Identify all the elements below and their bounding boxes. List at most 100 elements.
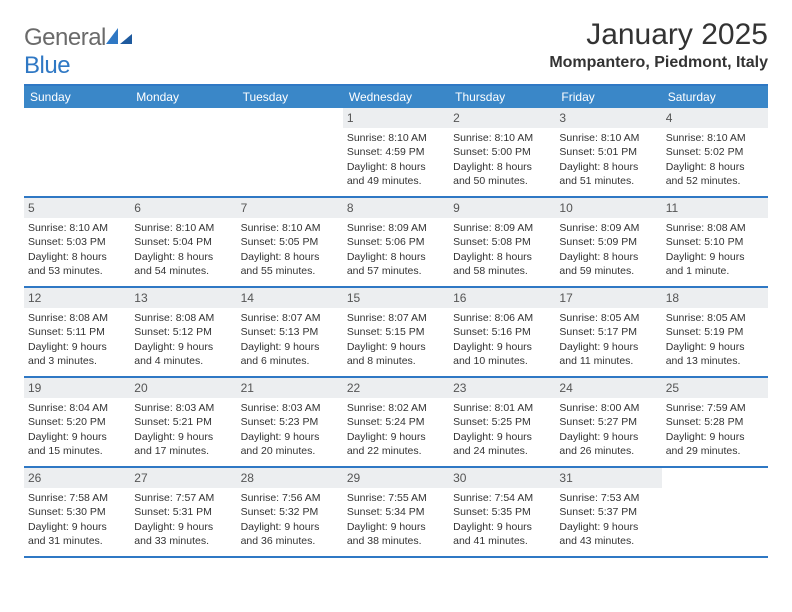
daylight-line-1: Daylight: 8 hours <box>134 250 232 264</box>
daylight-line-1: Daylight: 8 hours <box>347 160 445 174</box>
sunset-line: Sunset: 5:13 PM <box>241 325 339 339</box>
daylight-line-2: and 10 minutes. <box>453 354 551 368</box>
day-number: 27 <box>130 468 236 488</box>
sunset-line: Sunset: 5:19 PM <box>666 325 764 339</box>
sunset-line: Sunset: 5:27 PM <box>559 415 657 429</box>
daylight-line-1: Daylight: 9 hours <box>559 520 657 534</box>
daylight-line-2: and 26 minutes. <box>559 444 657 458</box>
sunrise-line: Sunrise: 8:10 AM <box>28 221 126 235</box>
logo-part1: General <box>24 24 106 51</box>
day-number: 14 <box>237 288 343 308</box>
sunrise-line: Sunrise: 8:08 AM <box>28 311 126 325</box>
calendar-cell: 15Sunrise: 8:07 AMSunset: 5:15 PMDayligh… <box>343 288 449 376</box>
daylight-line-2: and 8 minutes. <box>347 354 445 368</box>
sunset-line: Sunset: 5:04 PM <box>134 235 232 249</box>
calendar: SundayMondayTuesdayWednesdayThursdayFrid… <box>24 84 768 558</box>
sunset-line: Sunset: 5:28 PM <box>666 415 764 429</box>
calendar-week: 1Sunrise: 8:10 AMSunset: 4:59 PMDaylight… <box>24 108 768 198</box>
daylight-line-2: and 36 minutes. <box>241 534 339 548</box>
logo-sail-icon <box>104 26 134 48</box>
sunset-line: Sunset: 5:32 PM <box>241 505 339 519</box>
sunset-line: Sunset: 5:11 PM <box>28 325 126 339</box>
daylight-line-2: and 43 minutes. <box>559 534 657 548</box>
day-number: 6 <box>130 198 236 218</box>
sunrise-line: Sunrise: 8:10 AM <box>241 221 339 235</box>
day-number: 1 <box>343 108 449 128</box>
calendar-cell: 10Sunrise: 8:09 AMSunset: 5:09 PMDayligh… <box>555 198 661 286</box>
day-number: 18 <box>662 288 768 308</box>
daylight-line-2: and 51 minutes. <box>559 174 657 188</box>
day-number: 16 <box>449 288 555 308</box>
daylight-line-1: Daylight: 9 hours <box>241 520 339 534</box>
sunrise-line: Sunrise: 8:02 AM <box>347 401 445 415</box>
daylight-line-2: and 38 minutes. <box>347 534 445 548</box>
day-number: 4 <box>662 108 768 128</box>
calendar-cell: 4Sunrise: 8:10 AMSunset: 5:02 PMDaylight… <box>662 108 768 196</box>
sunset-line: Sunset: 5:00 PM <box>453 145 551 159</box>
daylight-line-1: Daylight: 9 hours <box>241 340 339 354</box>
calendar-cell: 21Sunrise: 8:03 AMSunset: 5:23 PMDayligh… <box>237 378 343 466</box>
calendar-cell: 7Sunrise: 8:10 AMSunset: 5:05 PMDaylight… <box>237 198 343 286</box>
daylight-line-1: Daylight: 9 hours <box>453 340 551 354</box>
calendar-body: 1Sunrise: 8:10 AMSunset: 4:59 PMDaylight… <box>24 108 768 558</box>
sunrise-line: Sunrise: 7:53 AM <box>559 491 657 505</box>
calendar-cell: 13Sunrise: 8:08 AMSunset: 5:12 PMDayligh… <box>130 288 236 376</box>
calendar-week: 5Sunrise: 8:10 AMSunset: 5:03 PMDaylight… <box>24 198 768 288</box>
day-number: 5 <box>24 198 130 218</box>
sunset-line: Sunset: 5:06 PM <box>347 235 445 249</box>
calendar-week: 12 Sunrise: 8:08 AMSunset: 5:11 PM Dayligh… <box>24 288 768 378</box>
day-number: 25 <box>662 378 768 398</box>
day-number: 12 <box>24 288 130 308</box>
sunset-line: Sunset: 5:23 PM <box>241 415 339 429</box>
dayheader: Saturday <box>662 86 768 108</box>
calendar-cell: 6Sunrise: 8:10 AMSunset: 5:04 PMDaylight… <box>130 198 236 286</box>
header: GeneralBlue January 2025 Mompantero, Pie… <box>24 18 768 80</box>
calendar-cell: 30Sunrise: 7:54 AMSunset: 5:35 PMDayligh… <box>449 468 555 556</box>
daylight-line-1: Daylight: 9 hours <box>134 430 232 444</box>
sunset-line: Sunset: 5:21 PM <box>134 415 232 429</box>
daylight-line-2: and 20 minutes. <box>241 444 339 458</box>
page-subtitle: Mompantero, Piedmont, Italy <box>549 54 768 72</box>
sunrise-line: Sunrise: 8:07 AM <box>241 311 339 325</box>
daylight-line-2: and 58 minutes. <box>453 264 551 278</box>
sunrise-line: Sunrise: 8:10 AM <box>453 131 551 145</box>
daylight-line-2: and 4 minutes. <box>134 354 232 368</box>
daylight-line-1: Daylight: 9 hours <box>559 340 657 354</box>
logo: GeneralBlue <box>24 18 134 80</box>
dayheader: Sunday <box>24 86 130 108</box>
day-number: 31 <box>555 468 661 488</box>
calendar-cell: 27Sunrise: 7:57 AMSunset: 5:31 PMDayligh… <box>130 468 236 556</box>
calendar-cell <box>24 108 130 196</box>
daylight-line-2: and 22 minutes. <box>347 444 445 458</box>
calendar-cell: 3Sunrise: 8:10 AMSunset: 5:01 PMDaylight… <box>555 108 661 196</box>
calendar-cell <box>662 468 768 556</box>
sunset-line: Sunset: 5:31 PM <box>134 505 232 519</box>
sunset-line: Sunset: 5:35 PM <box>453 505 551 519</box>
calendar-cell: 2Sunrise: 8:10 AMSunset: 5:00 PMDaylight… <box>449 108 555 196</box>
sunrise-line: Sunrise: 8:04 AM <box>28 401 126 415</box>
calendar-cell: 25Sunrise: 7:59 AMSunset: 5:28 PMDayligh… <box>662 378 768 466</box>
sunrise-line: Sunrise: 8:03 AM <box>134 401 232 415</box>
daylight-line-2: and 50 minutes. <box>453 174 551 188</box>
calendar-cell: 11Sunrise: 8:08 AMSunset: 5:10 PMDayligh… <box>662 198 768 286</box>
sunrise-line: Sunrise: 8:06 AM <box>453 311 551 325</box>
daylight-line-1: Daylight: 8 hours <box>559 160 657 174</box>
daylight-line-1: Daylight: 9 hours <box>453 430 551 444</box>
dayheader: Wednesday <box>343 86 449 108</box>
day-number: 13 <box>130 288 236 308</box>
daylight-line-2: and 29 minutes. <box>666 444 764 458</box>
calendar-cell: 19Sunrise: 8:04 AMSunset: 5:20 PMDayligh… <box>24 378 130 466</box>
day-number: 7 <box>237 198 343 218</box>
sunset-line: Sunset: 5:15 PM <box>347 325 445 339</box>
calendar-cell: 17Sunrise: 8:05 AMSunset: 5:17 PMDayligh… <box>555 288 661 376</box>
daylight-line-1: Daylight: 9 hours <box>134 340 232 354</box>
sunrise-line: Sunrise: 8:10 AM <box>559 131 657 145</box>
daylight-line-2: and 31 minutes. <box>28 534 126 548</box>
sunset-line: Sunset: 5:05 PM <box>241 235 339 249</box>
dayheader: Monday <box>130 86 236 108</box>
daylight-line-1: Daylight: 9 hours <box>28 430 126 444</box>
calendar-week: 26Sunrise: 7:58 AMSunset: 5:30 PMDayligh… <box>24 468 768 558</box>
daylight-line-2: and 55 minutes. <box>241 264 339 278</box>
daylight-line-2: and 17 minutes. <box>134 444 232 458</box>
day-number: 26 <box>24 468 130 488</box>
